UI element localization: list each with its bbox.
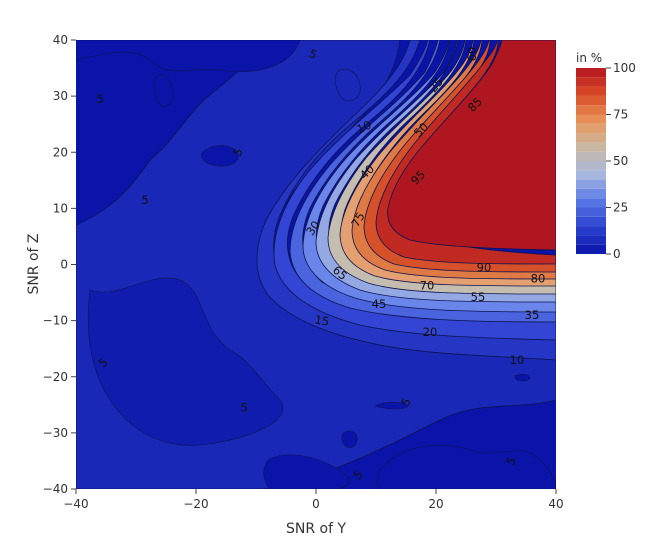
contour-label: 70 xyxy=(420,278,435,292)
y-tick-label: 10 xyxy=(53,201,68,215)
y-axis-ticks: −40 −30 −20 −10 0 10 20 30 40 xyxy=(43,33,76,496)
contour-region-50 xyxy=(327,40,556,295)
y-axis-title: SNR of Z xyxy=(26,233,42,294)
y-tick-label: 30 xyxy=(53,89,68,103)
colorbar-tick-label: 75 xyxy=(613,108,628,122)
colorbar-bands xyxy=(576,68,606,254)
y-tick-label: 20 xyxy=(53,145,68,159)
contour-blob xyxy=(334,68,361,102)
colorbar-band xyxy=(576,179,606,189)
contour-label: 10 xyxy=(354,118,373,137)
contour-blob xyxy=(514,373,531,382)
contour-label: 35 xyxy=(525,308,540,322)
x-tick-label: −20 xyxy=(183,497,208,511)
y-tick-label: −10 xyxy=(43,314,68,328)
contour-label: 80 xyxy=(531,272,546,286)
contour-blob xyxy=(341,430,358,448)
y-tick-label: 0 xyxy=(60,258,68,272)
colorbar-tick-label: 0 xyxy=(613,247,621,261)
contour-label: 45 xyxy=(372,297,387,311)
contour-region-15 xyxy=(273,40,556,341)
contour-label: 30 xyxy=(303,218,323,238)
x-tick-label: 40 xyxy=(548,497,563,511)
contour-label: 15 xyxy=(314,312,331,328)
x-tick-label: −40 xyxy=(63,497,88,511)
y-tick-label: −30 xyxy=(43,426,68,440)
contour-region-45 xyxy=(315,40,556,303)
colorbar-tick-label: 100 xyxy=(613,61,636,75)
colorbar-title: in % xyxy=(576,51,602,65)
colorbar-band xyxy=(576,105,606,115)
colorbar-band xyxy=(576,188,606,199)
contour-label: 75 xyxy=(348,210,367,230)
contour-blob xyxy=(376,444,556,489)
colorbar-band xyxy=(576,170,606,180)
y-tick-label: 40 xyxy=(53,33,68,47)
colorbar-ticks: 0 25 50 75 100 xyxy=(606,61,636,261)
contour-blob xyxy=(374,401,409,410)
colorbar-band xyxy=(576,68,606,78)
contour-label: 20 xyxy=(423,325,438,339)
contour-label: 5 xyxy=(96,92,103,106)
colorbar-band xyxy=(576,198,606,208)
colorbar-band xyxy=(576,161,606,171)
colorbar-band xyxy=(576,207,606,217)
contour-label: 60 xyxy=(465,47,479,62)
colorbar-band xyxy=(576,244,606,254)
colorbar-band xyxy=(576,151,606,161)
colorbar-tick-label: 25 xyxy=(613,201,628,215)
colorbar-band xyxy=(576,133,606,143)
x-tick-label: 0 xyxy=(312,497,320,511)
colorbar-band xyxy=(576,95,606,106)
colorbar-band xyxy=(576,235,606,245)
colorbar-band xyxy=(576,114,606,124)
colorbar-band xyxy=(576,123,606,134)
contour-blob xyxy=(201,145,239,167)
contour-region-25 xyxy=(289,40,556,323)
contour-region-5c xyxy=(76,40,301,72)
x-axis-title: SNR of Y xyxy=(286,521,346,537)
colorbar-band xyxy=(576,77,606,87)
colorbar: in % 0 25 50 75 100 xyxy=(576,51,636,261)
contour-label: 10 xyxy=(510,353,525,367)
contour-label: 55 xyxy=(471,290,486,304)
contour-label: 5 xyxy=(240,401,247,415)
colorbar-band xyxy=(576,226,606,236)
colorbar-tick-label: 50 xyxy=(613,154,628,168)
contour-region-5b xyxy=(87,277,284,446)
colorbar-band xyxy=(576,216,606,227)
x-tick-label: 20 xyxy=(428,497,443,511)
contour-label: 5 xyxy=(141,193,148,207)
contour-region-95 xyxy=(387,40,556,251)
contour-blob xyxy=(263,454,349,489)
contour-region-35 xyxy=(302,40,556,313)
colorbar-band xyxy=(576,142,606,152)
x-axis-ticks: −40 −20 0 20 40 xyxy=(63,489,564,511)
contour-label: 90 xyxy=(477,260,492,274)
contour-blob xyxy=(154,74,173,107)
y-tick-label: −20 xyxy=(43,370,68,384)
y-tick-label: −40 xyxy=(43,482,68,496)
colorbar-band xyxy=(576,86,606,96)
